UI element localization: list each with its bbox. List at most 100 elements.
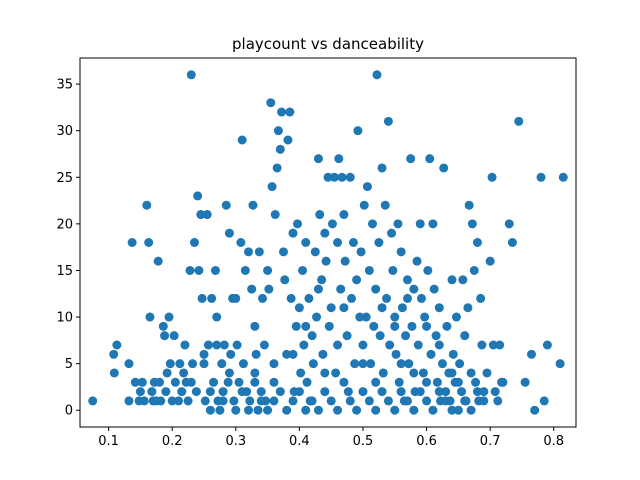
data-point — [277, 107, 287, 117]
data-point — [137, 377, 147, 387]
data-point — [301, 405, 311, 415]
data-point — [127, 238, 137, 247]
data-point — [224, 228, 234, 238]
data-point — [264, 284, 274, 294]
data-point — [250, 321, 260, 331]
data-point — [339, 303, 349, 313]
data-point — [339, 210, 349, 220]
data-point — [428, 405, 438, 415]
data-point — [317, 275, 327, 285]
data-point — [514, 116, 524, 126]
data-point — [423, 265, 433, 275]
data-point — [337, 172, 347, 182]
data-point — [318, 349, 328, 359]
data-point — [278, 247, 288, 257]
data-point — [390, 321, 400, 331]
data-point — [422, 396, 432, 406]
data-point — [361, 312, 371, 322]
data-point — [359, 200, 369, 210]
data-point — [393, 219, 403, 229]
data-point — [426, 349, 436, 359]
data-point — [169, 331, 179, 341]
data-point — [256, 396, 266, 406]
data-point — [124, 396, 134, 406]
data-point — [269, 359, 279, 369]
data-point — [179, 368, 189, 378]
data-points — [88, 70, 568, 415]
data-point — [193, 191, 203, 201]
data-point — [273, 126, 283, 136]
data-point — [448, 349, 458, 359]
data-point — [285, 107, 295, 117]
data-point — [232, 340, 242, 350]
data-point — [498, 377, 508, 387]
data-point — [432, 377, 442, 387]
y-tick-label: 35 — [56, 78, 73, 93]
data-point — [294, 387, 304, 397]
data-point — [413, 340, 423, 350]
data-point — [167, 396, 177, 406]
data-point — [377, 303, 387, 313]
data-point — [340, 256, 350, 266]
data-point — [409, 405, 419, 415]
data-point — [269, 377, 279, 387]
data-point — [466, 368, 476, 378]
data-point — [507, 238, 517, 247]
data-point — [308, 359, 318, 369]
data-point — [371, 284, 381, 294]
data-point — [124, 359, 134, 369]
data-point — [212, 312, 222, 322]
x-tick-label: 0.5 — [353, 434, 374, 449]
data-point — [327, 219, 337, 229]
data-point — [153, 256, 163, 266]
data-point — [463, 303, 473, 313]
data-point — [352, 275, 362, 285]
data-point — [429, 284, 439, 294]
data-point — [453, 405, 463, 415]
data-point — [490, 387, 500, 397]
data-point — [542, 340, 552, 350]
data-point — [378, 368, 388, 378]
data-point — [460, 331, 470, 341]
data-point — [320, 368, 330, 378]
data-point — [471, 377, 481, 387]
data-point — [301, 321, 311, 331]
data-point — [191, 387, 201, 397]
data-point — [416, 293, 426, 303]
data-point — [219, 340, 229, 350]
data-point — [215, 405, 225, 415]
data-point — [409, 284, 419, 294]
data-point — [460, 396, 470, 406]
data-point — [345, 396, 355, 406]
data-point — [418, 368, 428, 378]
data-point — [397, 303, 407, 313]
data-point — [364, 396, 374, 406]
data-point — [366, 359, 376, 369]
data-point — [229, 396, 239, 406]
data-point — [207, 293, 217, 303]
data-point — [422, 321, 432, 331]
data-point — [269, 396, 279, 406]
data-point — [320, 228, 330, 238]
data-point — [258, 293, 267, 303]
data-point — [147, 387, 157, 397]
data-point — [451, 312, 461, 322]
data-point — [372, 70, 382, 80]
data-point — [390, 312, 400, 322]
data-point — [205, 405, 215, 415]
data-point — [263, 405, 273, 415]
data-point — [164, 312, 174, 322]
data-point — [272, 163, 282, 173]
data-point — [355, 312, 365, 322]
data-point — [315, 210, 325, 220]
data-point — [288, 396, 298, 406]
data-point — [286, 293, 296, 303]
data-point — [401, 331, 411, 341]
data-point — [415, 219, 425, 229]
data-point — [250, 377, 260, 387]
data-point — [248, 200, 258, 210]
data-point — [109, 349, 119, 359]
data-point — [422, 377, 432, 387]
data-point — [256, 387, 266, 397]
